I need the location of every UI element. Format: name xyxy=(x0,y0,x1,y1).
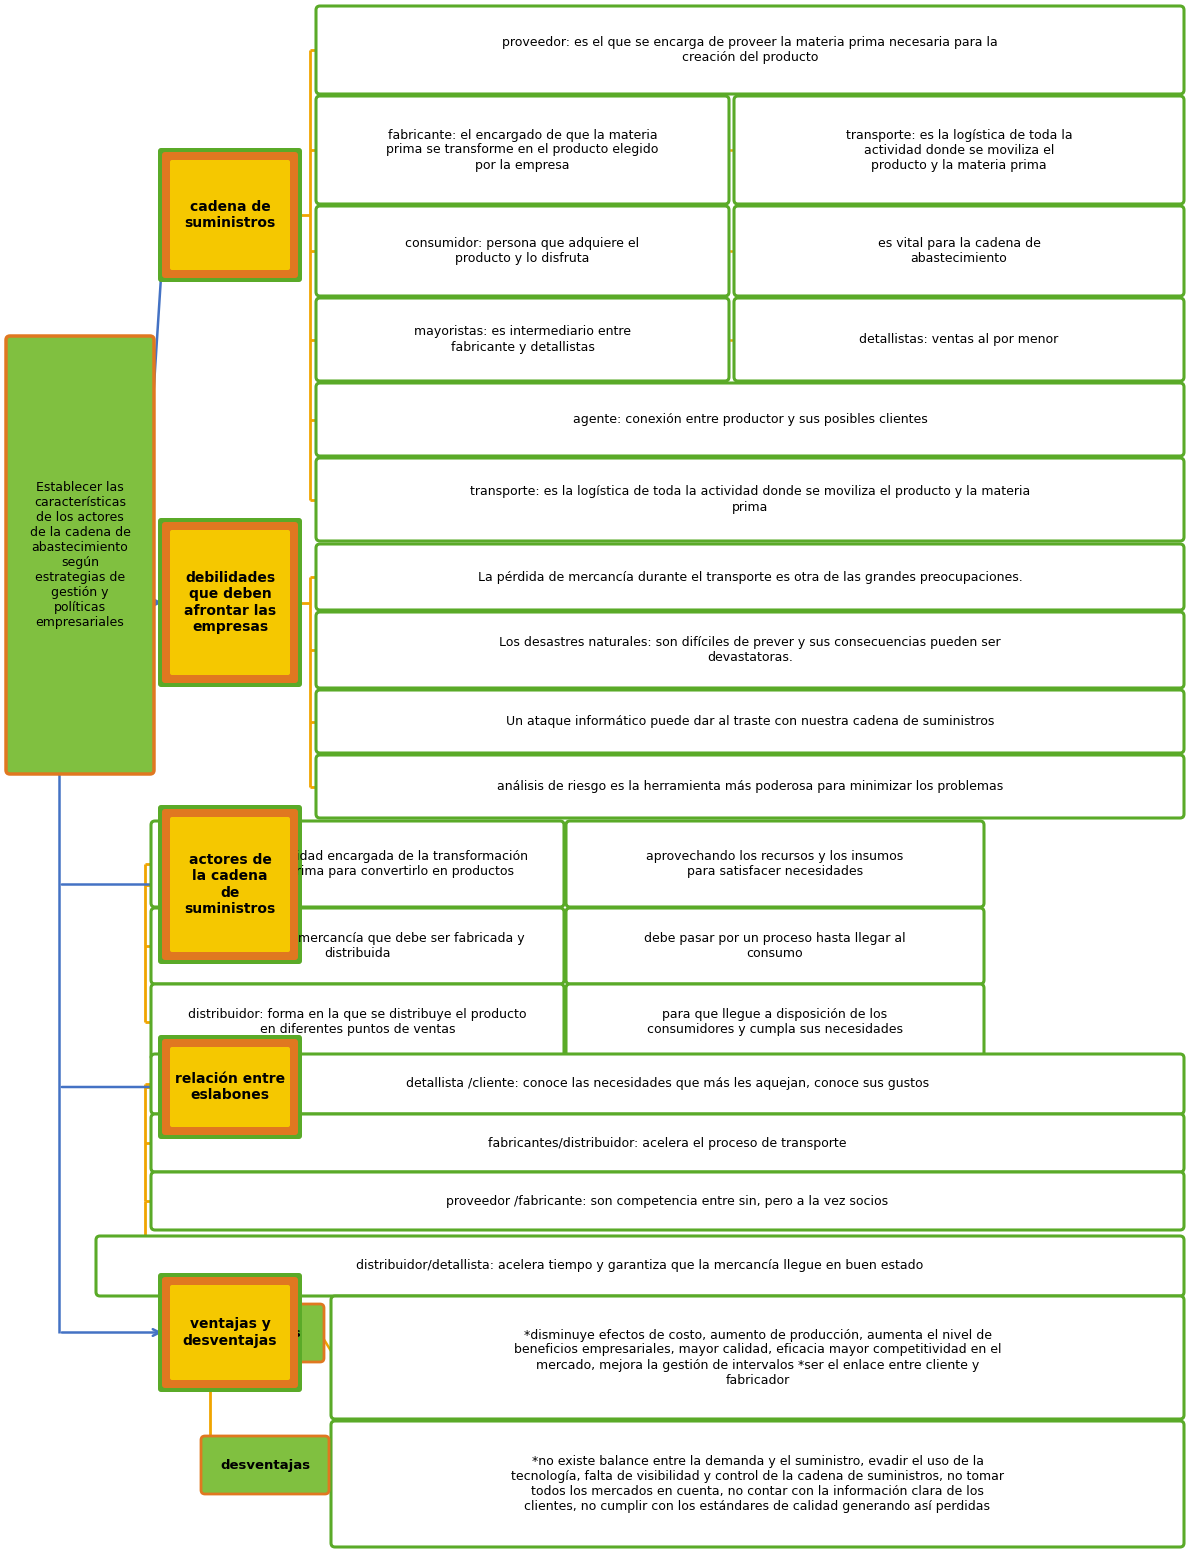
Text: suministro: es la mercancía que debe ser fabricada y
distribuida: suministro: es la mercancía que debe ser… xyxy=(191,932,524,960)
Text: ventajas: ventajas xyxy=(238,1326,302,1340)
FancyBboxPatch shape xyxy=(316,458,1184,540)
Text: proveedor /fabricante: son competencia entre sin, pero a la vez socios: proveedor /fabricante: son competencia e… xyxy=(446,1194,888,1208)
FancyBboxPatch shape xyxy=(162,1277,298,1388)
FancyBboxPatch shape xyxy=(566,985,984,1061)
FancyBboxPatch shape xyxy=(151,909,564,985)
FancyBboxPatch shape xyxy=(331,1421,1184,1547)
Text: fabricante: el encargado de que la materia
prima se transforme en el producto el: fabricante: el encargado de que la mater… xyxy=(386,129,659,171)
Text: mayoristas: es intermediario entre
fabricante y detallistas: mayoristas: es intermediario entre fabri… xyxy=(414,326,631,354)
FancyBboxPatch shape xyxy=(734,96,1184,203)
Text: distribuidor: forma en la que se distribuye el producto
en diferentes puntos de : distribuidor: forma en la que se distrib… xyxy=(188,1008,527,1036)
FancyBboxPatch shape xyxy=(6,335,154,773)
Text: aprovechando los recursos y los insumos
para satisfacer necesidades: aprovechando los recursos y los insumos … xyxy=(647,849,904,877)
FancyBboxPatch shape xyxy=(566,909,984,985)
Text: ventajas y
desventajas: ventajas y desventajas xyxy=(182,1317,277,1348)
FancyBboxPatch shape xyxy=(316,544,1184,610)
Text: cadena de
suministros: cadena de suministros xyxy=(185,200,276,230)
FancyBboxPatch shape xyxy=(331,1297,1184,1419)
FancyBboxPatch shape xyxy=(734,298,1184,380)
Text: debe pasar por un proceso hasta llegar al
consumo: debe pasar por un proceso hasta llegar a… xyxy=(644,932,906,960)
FancyBboxPatch shape xyxy=(316,690,1184,753)
FancyBboxPatch shape xyxy=(170,817,290,952)
Text: detallista /cliente: conoce las necesidades que más les aquejan, conoce sus gust: detallista /cliente: conoce las necesida… xyxy=(406,1078,929,1090)
FancyBboxPatch shape xyxy=(162,152,298,278)
FancyBboxPatch shape xyxy=(151,822,564,907)
FancyBboxPatch shape xyxy=(162,1039,298,1135)
FancyBboxPatch shape xyxy=(316,207,730,297)
FancyBboxPatch shape xyxy=(162,809,298,960)
Text: Establecer las
características
de los actores
de la cadena de
abastecimiento
seg: Establecer las características de los ac… xyxy=(30,481,131,629)
Text: *disminuye efectos de costo, aumento de producción, aumenta el nivel de
benefici: *disminuye efectos de costo, aumento de … xyxy=(514,1328,1001,1387)
Text: actores de
la cadena
de
suministros: actores de la cadena de suministros xyxy=(185,853,276,916)
FancyBboxPatch shape xyxy=(316,96,730,203)
FancyBboxPatch shape xyxy=(158,519,302,686)
Text: transporte: es la logística de toda la actividad donde se moviliza el producto y: transporte: es la logística de toda la a… xyxy=(470,486,1030,514)
FancyBboxPatch shape xyxy=(316,298,730,380)
Text: Un ataque informático puede dar al traste con nuestra cadena de suministros: Un ataque informático puede dar al trast… xyxy=(506,714,994,728)
FancyBboxPatch shape xyxy=(316,384,1184,457)
FancyBboxPatch shape xyxy=(158,1273,302,1391)
Text: consumidor: persona que adquiere el
producto y lo disfruta: consumidor: persona que adquiere el prod… xyxy=(406,238,640,266)
Text: análisis de riesgo es la herramienta más poderosa para minimizar los problemas: análisis de riesgo es la herramienta más… xyxy=(497,780,1003,794)
FancyBboxPatch shape xyxy=(170,530,290,676)
FancyBboxPatch shape xyxy=(151,1173,1184,1230)
Text: transporte: es la logística de toda la
actividad donde se moviliza el
producto y: transporte: es la logística de toda la a… xyxy=(846,129,1073,171)
FancyBboxPatch shape xyxy=(96,1236,1184,1297)
FancyBboxPatch shape xyxy=(158,1034,302,1138)
Text: detallistas: ventas al por menor: detallistas: ventas al por menor xyxy=(859,332,1058,346)
Text: Los desastres naturales: son difíciles de prever y sus consecuencias pueden ser
: Los desastres naturales: son difíciles d… xyxy=(499,637,1001,665)
FancyBboxPatch shape xyxy=(151,1114,1184,1173)
FancyBboxPatch shape xyxy=(566,822,984,907)
FancyBboxPatch shape xyxy=(151,985,564,1061)
FancyBboxPatch shape xyxy=(202,1437,329,1494)
FancyBboxPatch shape xyxy=(170,160,290,270)
Text: La pérdida de mercancía durante el transporte es otra de las grandes preocupacio: La pérdida de mercancía durante el trans… xyxy=(478,570,1022,584)
Text: proveedor: es el que se encarga de proveer la materia prima necesaria para la
cr: proveedor: es el que se encarga de prove… xyxy=(502,36,998,64)
FancyBboxPatch shape xyxy=(316,755,1184,818)
Text: es vital para la cadena de
abastecimiento: es vital para la cadena de abastecimient… xyxy=(877,238,1040,266)
FancyBboxPatch shape xyxy=(170,1284,290,1381)
FancyBboxPatch shape xyxy=(162,522,298,683)
FancyBboxPatch shape xyxy=(316,612,1184,688)
Text: agente: conexión entre productor y sus posibles clientes: agente: conexión entre productor y sus p… xyxy=(572,413,928,426)
Text: desventajas: desventajas xyxy=(220,1458,310,1472)
FancyBboxPatch shape xyxy=(170,1047,290,1127)
Text: *no existe balance entre la demanda y el suministro, evadir el uso de la
tecnolo: *no existe balance entre la demanda y el… xyxy=(511,1455,1004,1513)
Text: relación entre
eslabones: relación entre eslabones xyxy=(175,1072,286,1103)
FancyBboxPatch shape xyxy=(158,148,302,283)
FancyBboxPatch shape xyxy=(151,1054,1184,1114)
Text: para que llegue a disposición de los
consumidores y cumpla sus necesidades: para que llegue a disposición de los con… xyxy=(647,1008,904,1036)
FancyBboxPatch shape xyxy=(316,6,1184,95)
FancyBboxPatch shape xyxy=(158,804,302,964)
FancyBboxPatch shape xyxy=(734,207,1184,297)
FancyBboxPatch shape xyxy=(216,1305,324,1362)
Text: fabricantes/distribuidor: acelera el proceso de transporte: fabricantes/distribuidor: acelera el pro… xyxy=(488,1137,847,1149)
Text: debilidades
que deben
afrontar las
empresas: debilidades que deben afrontar las empre… xyxy=(184,572,276,634)
Text: distribuidor/detallista: acelera tiempo y garantiza que la mercancía llegue en b: distribuidor/detallista: acelera tiempo … xyxy=(356,1259,924,1272)
Text: producción: actividad encargada de la transformación
de la materia prima para co: producción: actividad encargada de la tr… xyxy=(187,849,528,877)
